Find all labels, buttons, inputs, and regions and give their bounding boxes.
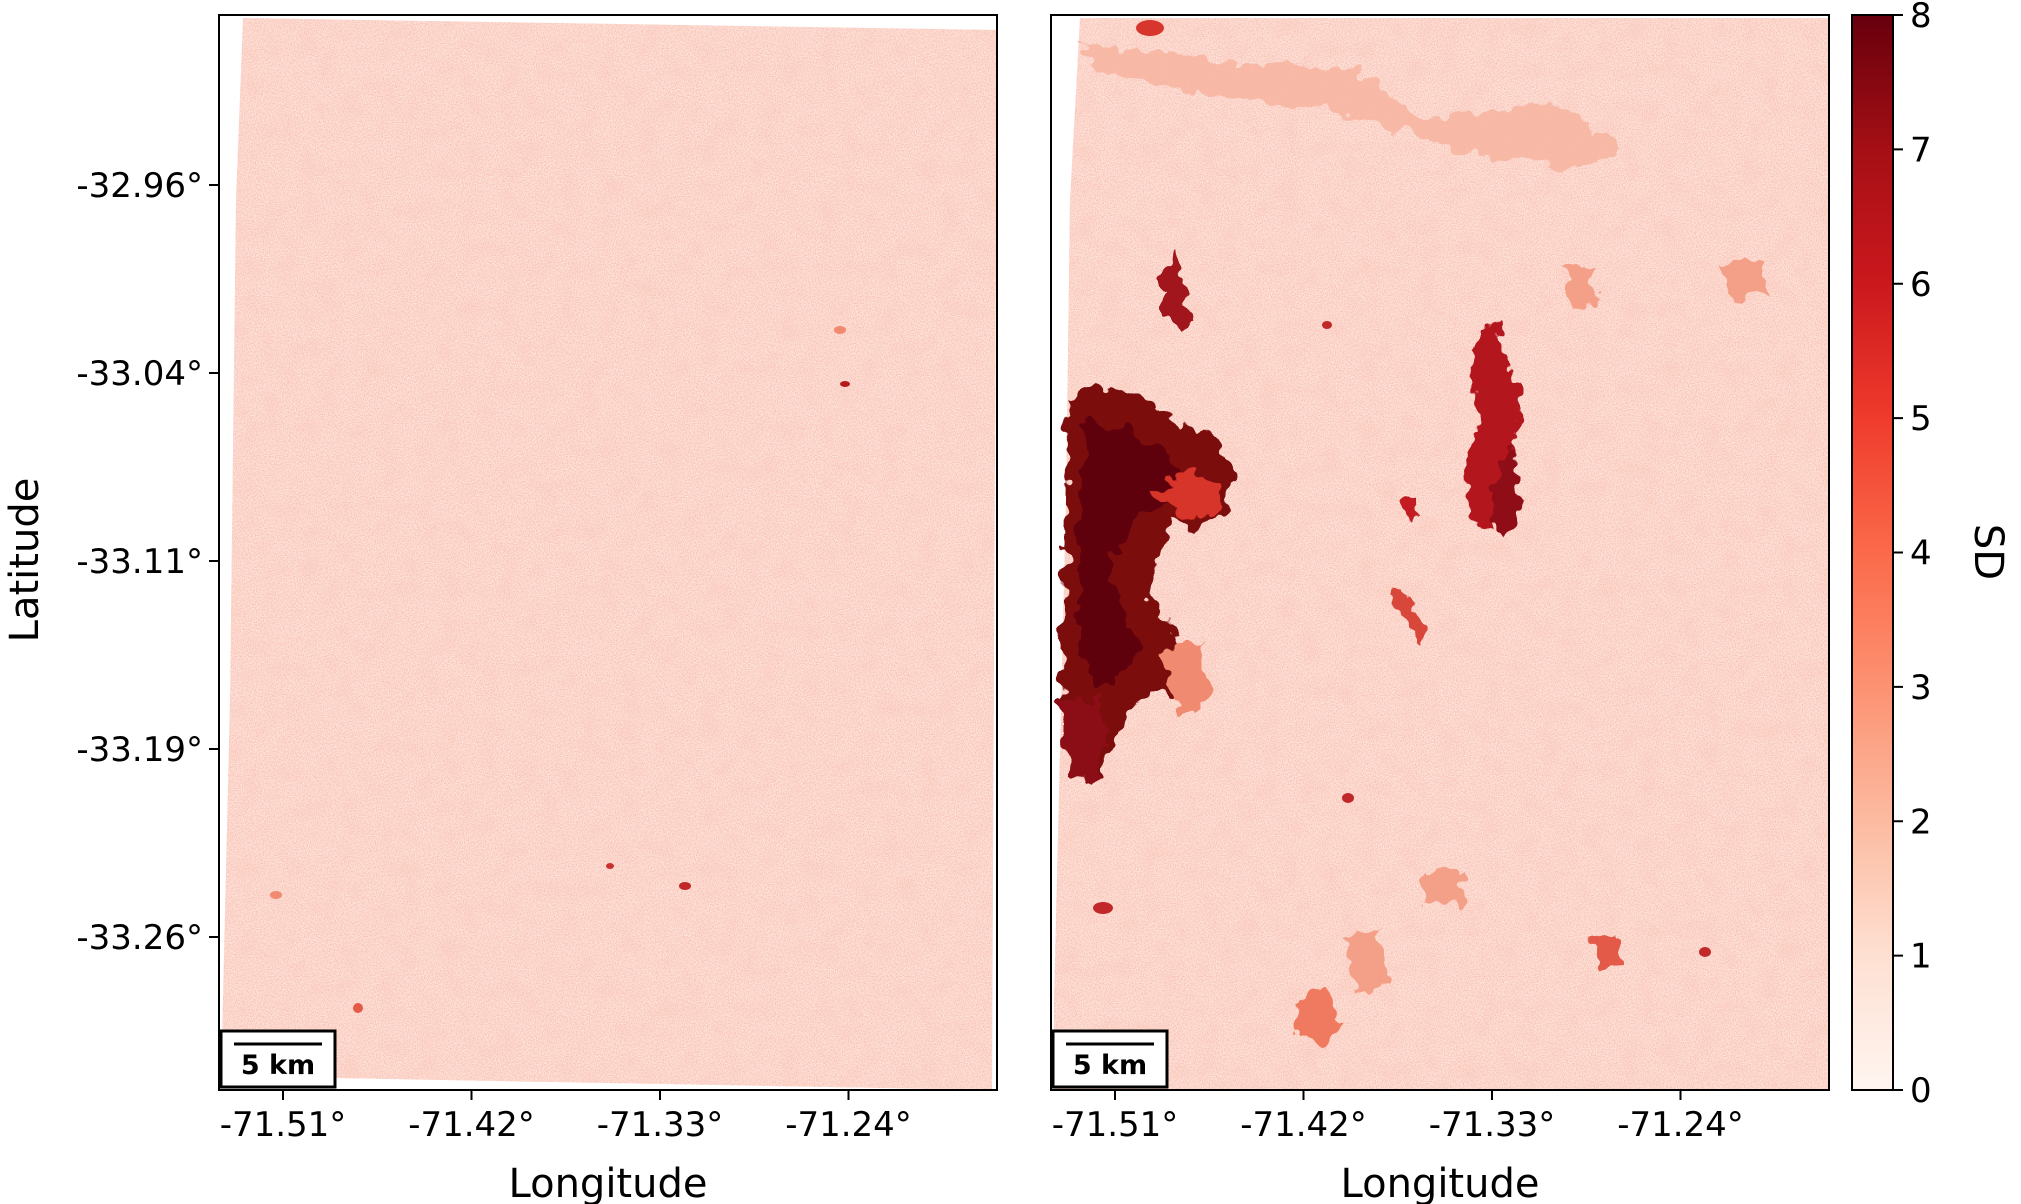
x-tick-label: -71.42° xyxy=(1240,1105,1367,1145)
left-y-ticks: -32.96° -33.04° -33.11° -33.19° -33.26° xyxy=(76,166,219,958)
colorbar-label: SD xyxy=(1965,524,2011,580)
left-scale-bar-label: 5 km xyxy=(241,1050,315,1081)
x-tick-label: -71.33° xyxy=(1429,1105,1556,1145)
right-hotspot xyxy=(1093,902,1113,914)
left-hotspot xyxy=(606,863,614,869)
colorbar-tick-label: 0 xyxy=(1910,1071,1932,1111)
y-tick-label: -33.04° xyxy=(76,354,203,394)
right-hotspot xyxy=(1342,793,1354,803)
colorbar-tick-label: 5 xyxy=(1910,399,1932,439)
right-x-axis-title: Longitude xyxy=(1341,1161,1540,1204)
left-x-axis-title: Longitude xyxy=(509,1161,708,1204)
colorbar-tick-label: 7 xyxy=(1910,130,1932,170)
x-tick-label: -71.33° xyxy=(597,1105,724,1145)
left-hotspot xyxy=(679,882,691,890)
colorbar-tick-label: 4 xyxy=(1910,534,1932,574)
left-axes-frame xyxy=(218,14,998,1091)
colorbar-tick-label: 1 xyxy=(1910,937,1932,977)
x-tick-label: -71.42° xyxy=(408,1105,535,1145)
y-axis-title: Latitude xyxy=(2,478,48,643)
y-tick-label: -33.26° xyxy=(76,918,203,958)
x-tick-label: -71.51° xyxy=(1052,1105,1179,1145)
right-hotspot xyxy=(1699,947,1711,957)
left-raster-texture xyxy=(222,18,997,1090)
right-scale-bar: 5 km xyxy=(1051,1029,1169,1089)
x-tick-label: -71.51° xyxy=(220,1105,347,1145)
colorbar-ticks: 0 1 2 3 4 5 6 7 8 xyxy=(1893,0,1932,1111)
x-tick-label: -71.24° xyxy=(1617,1105,1744,1145)
left-hotspot xyxy=(840,381,850,387)
left-hotspot xyxy=(270,891,282,899)
colorbar: 0 1 2 3 4 5 6 7 8 SD xyxy=(1851,0,2011,1111)
x-tick-label: -71.24° xyxy=(785,1105,912,1145)
right-hotspot xyxy=(1136,20,1164,36)
left-map-panel: 5 km -32.96° -33.04° -33.11° -33.19° -33.26°… xyxy=(2,14,998,1204)
left-scale-bar: 5 km xyxy=(219,1029,337,1089)
y-tick-label: -32.96° xyxy=(76,166,203,206)
moderate-sd-patches xyxy=(1080,40,1770,1045)
y-tick-label: -33.19° xyxy=(76,730,203,770)
right-raster-texture xyxy=(1054,18,1829,1090)
colorbar-tick-label: 2 xyxy=(1910,802,1932,842)
left-hotspot xyxy=(353,1003,363,1013)
colorbar-tick-label: 8 xyxy=(1910,0,1932,36)
colorbar-tick-label: 3 xyxy=(1910,668,1932,708)
colorbar-tick-label: 6 xyxy=(1910,265,1932,305)
right-scale-bar-label: 5 km xyxy=(1073,1050,1147,1081)
right-hotspot xyxy=(1322,321,1332,329)
left-hotspot xyxy=(834,326,846,334)
left-x-ticks: -71.51° -71.42° -71.33° -71.24° xyxy=(220,1090,912,1145)
right-x-ticks: -71.51° -71.42° -71.33° -71.24° xyxy=(1052,1090,1744,1145)
right-axes-frame xyxy=(1050,14,1830,1091)
right-map-panel: 5 km -71.51° -71.42° -71.33° -71.24° Longit… xyxy=(1050,14,1830,1204)
colorbar-gradient xyxy=(1851,14,1894,1091)
y-tick-label: -33.11° xyxy=(76,542,203,582)
